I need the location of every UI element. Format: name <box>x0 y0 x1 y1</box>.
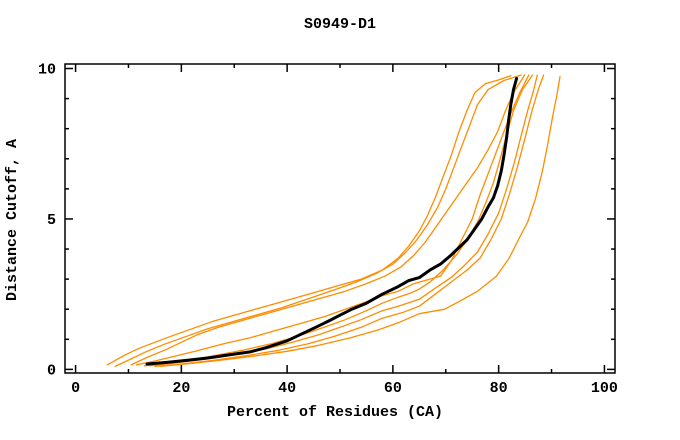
x-tick-label: 100 <box>591 380 618 397</box>
plot-area: 0 20 40 60 80 100 0 5 10 <box>38 62 618 397</box>
series-line-black-highlight <box>145 76 519 366</box>
series-line-orange-8 <box>159 75 561 368</box>
series-line-orange-3 <box>130 74 526 366</box>
x-tick-label: 20 <box>172 380 190 397</box>
series-line-orange-4 <box>135 74 530 366</box>
y-axis-label: Distance Cutoff, A <box>4 139 21 301</box>
series-line-orange-5 <box>143 74 534 367</box>
x-axis-label: Percent of Residues (CA) <box>227 404 443 421</box>
y-tick-label: 5 <box>47 212 56 229</box>
x-tick-label: 60 <box>384 380 402 397</box>
y-tick-label: 0 <box>47 362 56 379</box>
x-tick-label: 80 <box>490 380 508 397</box>
series-line-orange-7 <box>154 74 545 368</box>
series-line-orange-2 <box>114 74 522 368</box>
x-tick-label: 40 <box>278 380 296 397</box>
x-tick-label: 0 <box>71 380 80 397</box>
chart-title: S0949-D1 <box>304 16 376 33</box>
y-tick-label: 10 <box>38 62 56 79</box>
